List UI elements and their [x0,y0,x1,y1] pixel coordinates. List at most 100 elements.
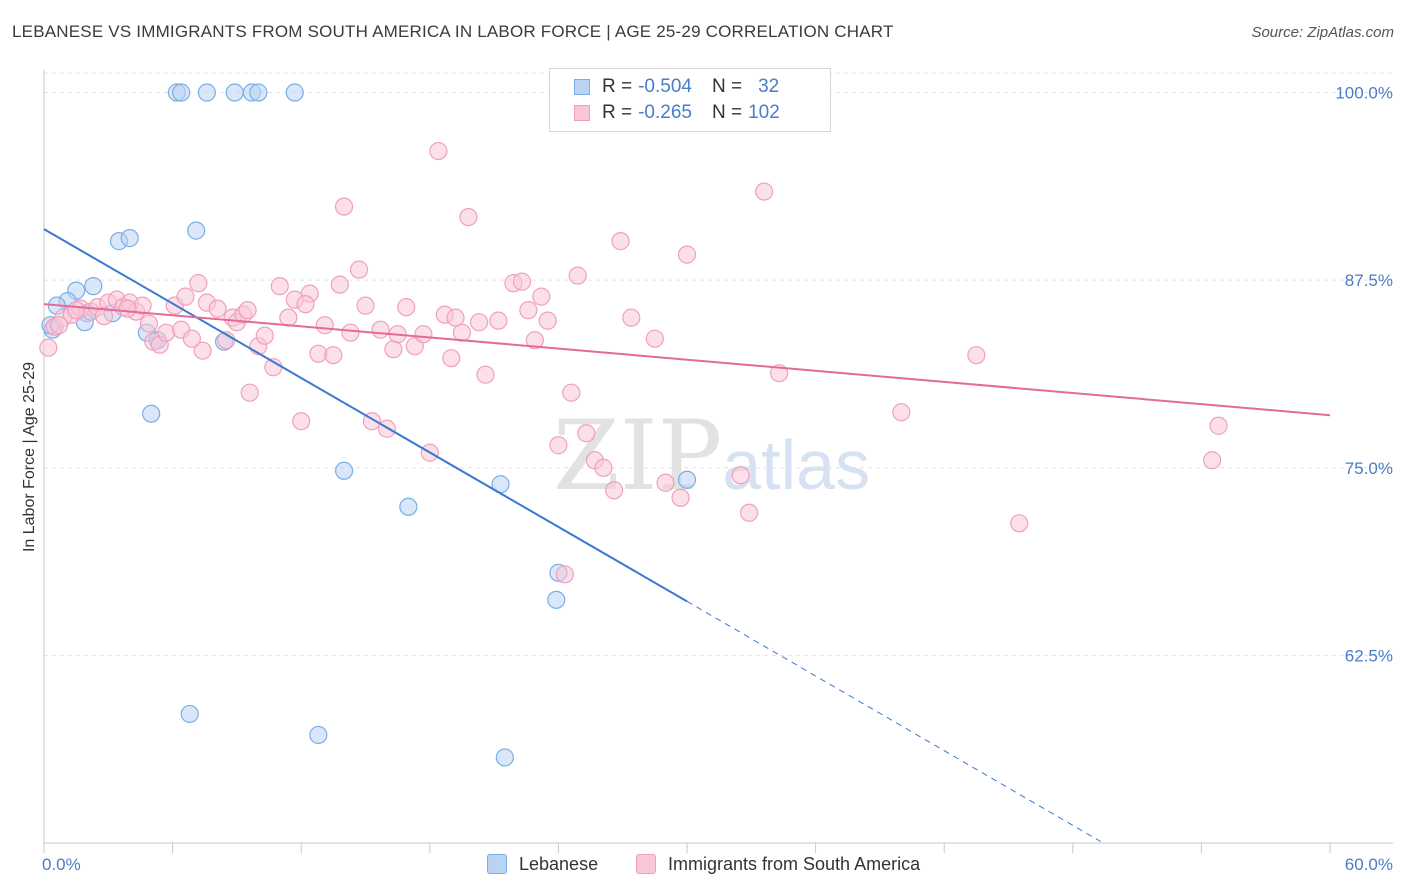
south-america-point-98 [182,329,201,348]
lebanese-point-27 [547,590,566,609]
south-america-point-72 [568,266,587,285]
south-america-point-59 [459,207,478,227]
south-america-point-76 [605,481,624,500]
south-america-point-96 [94,307,114,326]
n-value: 102 [748,102,780,123]
south-america-point-66 [525,331,544,350]
stats-row-south-america: R = -0.265 N = 102 [574,100,780,126]
south-america-point-35 [292,412,311,431]
r-label: R = [602,76,633,97]
lebanese-point-23 [399,497,418,516]
south-america-point-57 [446,308,465,327]
south-america-point-38 [315,316,334,335]
legend-label-lebanese: Lebanese [519,853,599,874]
n-label: N = [711,76,743,97]
south-america-point-43 [349,260,369,279]
watermark-zip: ZIP [553,400,723,512]
r-label: R = [602,102,633,123]
legend-label-south-america: Immigrants from South America [668,853,921,874]
south-america-point-73 [577,424,596,443]
lebanese-point-29 [309,725,328,745]
south-america-point-81 [656,473,675,492]
y-tick-label-0: 62.5% [1345,646,1393,665]
south-america-point-40 [330,275,349,294]
x-tick-label-0: 0.0% [42,855,81,874]
y-tick-label-1: 75.0% [1345,459,1393,478]
watermark-atlas: atlas [722,426,871,504]
south-america-point-89 [892,403,911,422]
south-america-point-41 [334,197,354,216]
south-america-point-77 [611,232,630,251]
south-america-point-61 [476,365,495,384]
south-america-swatch [574,105,590,121]
south-america-point-78 [622,308,641,327]
south-america-point-69 [549,436,568,455]
stats-row-lebanese: R = -0.504 N = 32 [574,74,779,100]
x-tick-label-1: 60.0% [1345,855,1393,874]
south-america-point-71 [562,383,581,402]
lebanese-point-3 [225,83,244,102]
lebanese-point-30 [495,748,514,767]
legend-swatch-south-america [636,854,656,874]
south-america-point-87 [755,182,774,201]
south-america-point-16 [157,323,176,342]
south-america-point-28 [240,383,259,402]
south-america-trend-line [43,303,1331,417]
south-america-point-19 [176,287,195,306]
lebanese-trend-extension [686,600,1101,842]
south-america-point-91 [1010,514,1029,533]
y-tick-label-2: 87.5% [1345,271,1393,290]
south-america-point-64 [512,272,532,291]
lebanese-point-25 [677,470,697,489]
south-america-point-99 [238,301,257,320]
south-america-point-37 [309,344,328,363]
south-america-point-82 [671,488,690,507]
lebanese-point-22 [334,461,354,480]
south-america-point-85 [731,466,750,485]
lebanese-swatch [574,79,590,95]
south-america-point-97 [118,299,137,318]
south-america-point-56 [442,349,461,368]
south-america-point-39 [324,346,343,365]
chart-title: LEBANESE VS IMMIGRANTS FROM SOUTH AMERIC… [12,22,894,41]
lebanese-point-28 [180,704,199,724]
south-america-point-70 [555,565,574,584]
south-america-point-94 [49,316,69,335]
south-america-point-52 [414,325,433,344]
south-america-point-42 [341,323,360,342]
south-america-point-65 [519,301,538,320]
south-america-point-13 [139,314,159,333]
south-america-point-100 [296,295,315,314]
lebanese-point-2 [197,83,216,102]
south-america-point-86 [740,503,759,522]
south-america-point-83 [677,245,697,264]
legend-item-south-america: Immigrants from South America [636,852,920,876]
lebanese-point-9 [120,229,139,248]
south-america-point-21 [193,341,212,360]
south-america-point-48 [384,340,403,359]
south-america-point-90 [967,346,986,365]
south-america-point-54 [429,141,448,161]
stats-legend: R = -0.504 N = 32 R = -0.265 N = 102 [549,68,831,132]
south-america-point-67 [532,287,551,306]
south-america-point-33 [279,308,298,327]
lebanese-trend-line [43,228,688,603]
watermark: ZIPatlas [553,400,870,512]
y-axis-label: In Labor Force | Age 25-29 [21,362,38,552]
south-america-point-60 [469,313,489,332]
south-america-point-75 [594,458,613,477]
r-value: -0.265 [638,102,692,123]
south-america-point-0 [39,338,58,357]
south-america-point-62 [489,311,508,330]
lebanese-point-21 [142,404,161,423]
south-america-point-20 [189,274,208,293]
south-america-point-44 [356,296,375,315]
lebanese-point-7 [187,221,206,240]
south-america-point-92 [1203,451,1222,470]
south-america-point-93 [1209,416,1228,435]
legend-swatch-lebanese [487,854,507,874]
south-america-point-23 [208,299,227,318]
lebanese-point-6 [285,83,304,102]
south-america-point-32 [270,277,289,296]
